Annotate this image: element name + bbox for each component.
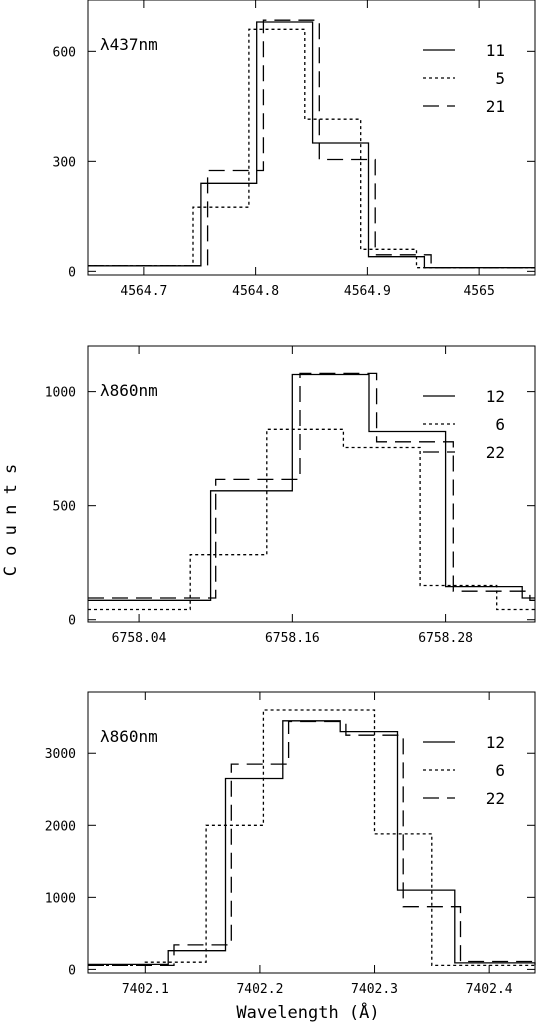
- series-line-22: [88, 372, 535, 601]
- legend-label: 21: [486, 97, 505, 116]
- series-line-12: [88, 720, 536, 966]
- legend-label: 11: [486, 41, 505, 60]
- legend-label: 5: [495, 69, 505, 88]
- series-line-11: [88, 21, 535, 269]
- y-axis-title: C o u n t s: [1, 464, 21, 577]
- y-tick-label: 600: [53, 45, 76, 60]
- chart-panel-1: 4564.7 4564.8 4564.9 4565 0 300 600 λ437nm 11 5 21: [53, 0, 536, 299]
- series-line-5: [88, 28, 535, 269]
- plot-frame: [87, 345, 536, 623]
- x-axis-title: Wavelength (Å): [236, 1001, 379, 1023]
- x-tick-label: 4564.7: [120, 284, 167, 299]
- chart-panel-3: 7402.1 7402.2 7402.3 7402.4 0 1000 2000 3000 λ86…: [45, 691, 536, 997]
- y-tick-label: 300: [53, 155, 76, 170]
- legend-label: 22: [486, 789, 505, 808]
- x-tick-label: 6758.28: [418, 631, 473, 646]
- y-tick-label: 0: [68, 265, 76, 280]
- chart-panel-2: 6758.04 6758.16 6758.28 0 500 1000 λ860nm 12 6 22: [45, 345, 536, 646]
- series-line-21: [88, 19, 535, 269]
- x-tick-label: 4564.9: [344, 284, 391, 299]
- y-tick-label: 0: [68, 614, 76, 629]
- y-tick-label: 500: [53, 500, 76, 515]
- y-tick-label: 2000: [45, 819, 76, 834]
- panel-label: λ860nm: [100, 727, 158, 746]
- legend-label: 22: [486, 443, 505, 462]
- panel-label: λ437nm: [100, 35, 158, 54]
- x-tick-label: 7402.1: [122, 982, 169, 997]
- series-line-22: [88, 720, 536, 967]
- x-tick-label: 4565: [463, 284, 494, 299]
- legend-label: 6: [495, 761, 505, 780]
- series-line-6: [88, 709, 535, 967]
- x-tick-label: 7402.4: [466, 982, 513, 997]
- x-tick-label: 7402.2: [236, 982, 283, 997]
- legend-label: 6: [495, 415, 505, 434]
- y-tick-label: 3000: [45, 747, 76, 762]
- x-tick-label: 6758.16: [265, 631, 320, 646]
- x-tick-label: 4564.8: [232, 284, 279, 299]
- series-line-12: [88, 373, 535, 601]
- y-tick-label: 0: [68, 963, 76, 978]
- series-line-6: [88, 428, 535, 611]
- panel-label: λ860nm: [100, 381, 158, 400]
- legend-label: 12: [486, 733, 505, 752]
- x-tick-label: 6758.04: [112, 631, 167, 646]
- x-tick-label: 7402.3: [351, 982, 398, 997]
- plot-frame: [87, 0, 536, 276]
- legend-label: 12: [486, 387, 505, 406]
- y-tick-label: 1000: [45, 386, 76, 401]
- y-tick-label: 1000: [45, 891, 76, 906]
- plot-frame: [87, 691, 536, 974]
